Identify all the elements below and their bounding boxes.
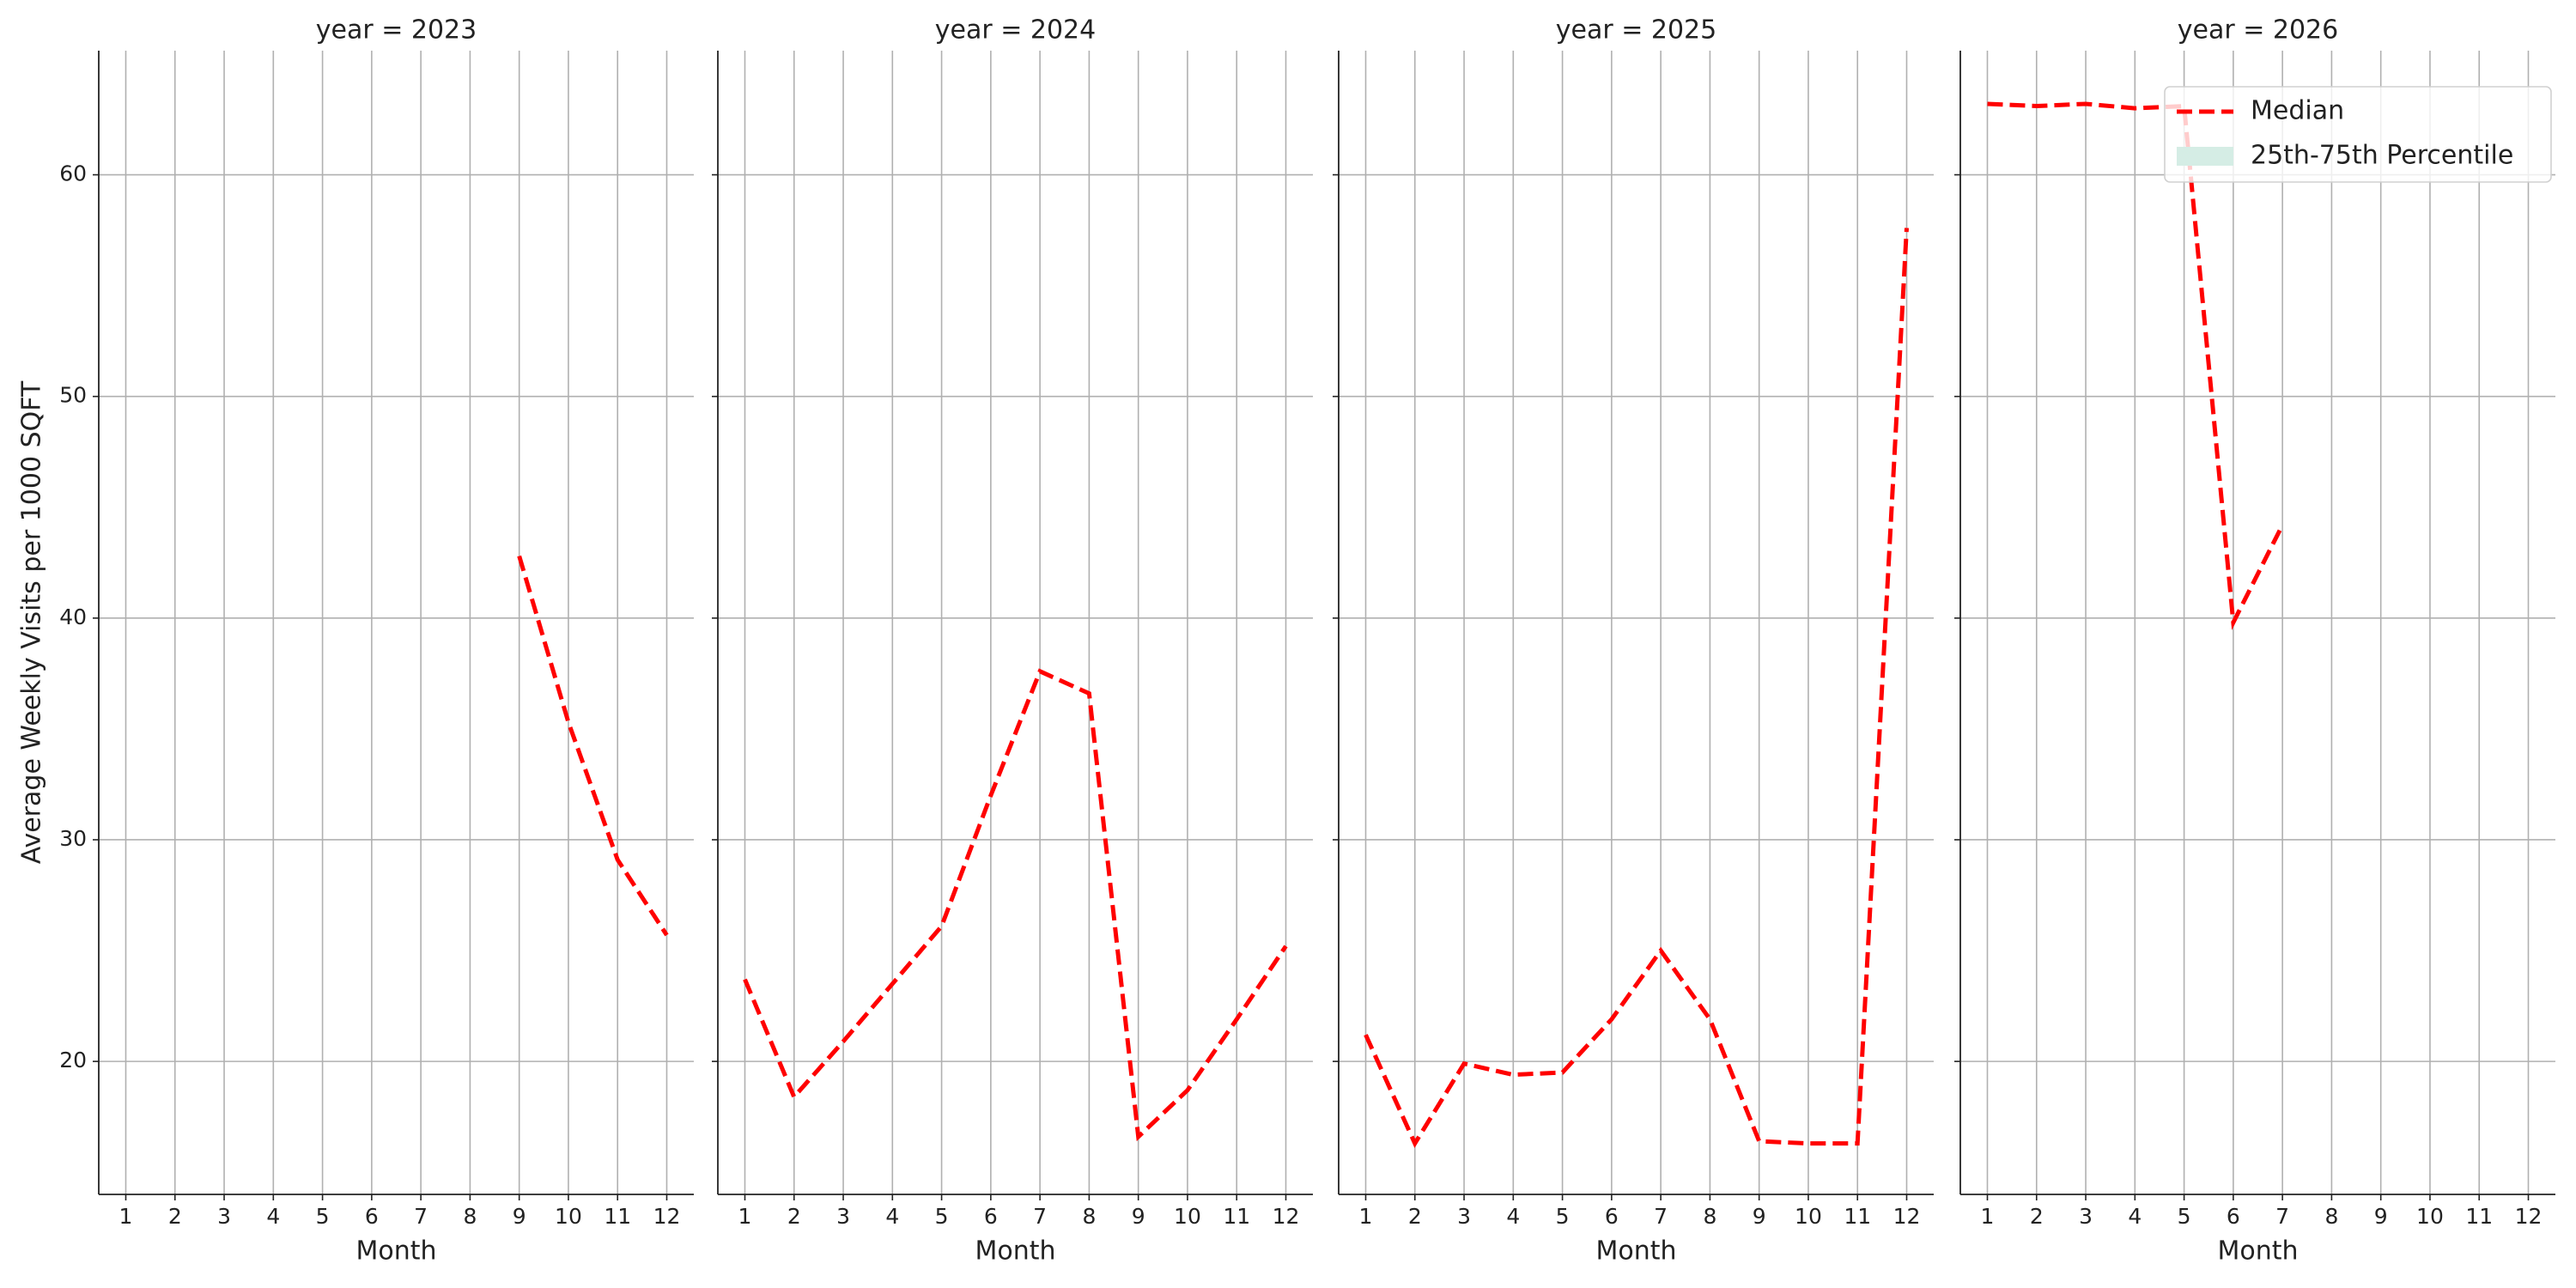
x-tick-label: 2 (168, 1204, 182, 1229)
y-tick-label: 60 (59, 161, 87, 186)
x-tick-label: 8 (1082, 1204, 1096, 1229)
panel-title: year = 2023 (316, 15, 477, 46)
x-tick-label: 6 (1605, 1204, 1619, 1229)
y-axis-label: Average Weekly Visits per 1000 SQFT (17, 380, 47, 864)
x-tick-label: 5 (316, 1204, 330, 1229)
x-tick-label: 9 (1753, 1204, 1766, 1229)
x-axis-label: Month (1595, 1236, 1676, 1267)
x-tick-label: 11 (604, 1204, 631, 1229)
panel-title: year = 2024 (935, 15, 1097, 46)
legend-label: Median (2251, 96, 2344, 126)
x-tick-label: 5 (1556, 1204, 1570, 1229)
x-tick-label: 7 (2275, 1204, 2289, 1229)
panel-title: year = 2026 (2178, 15, 2339, 46)
x-axis-label: Month (355, 1236, 436, 1267)
x-tick-label: 10 (1795, 1204, 1822, 1229)
x-tick-label: 2 (2030, 1204, 2044, 1229)
y-tick-label: 30 (59, 826, 87, 851)
x-tick-label: 9 (1132, 1204, 1145, 1229)
y-tick-label: 40 (59, 605, 87, 629)
x-tick-label: 6 (365, 1204, 379, 1229)
x-tick-label: 7 (1654, 1204, 1668, 1229)
x-tick-label: 1 (1359, 1204, 1373, 1229)
x-tick-label: 5 (935, 1204, 949, 1229)
legend-patch (2177, 147, 2233, 166)
panel-title: year = 2025 (1556, 15, 1717, 46)
x-tick-label: 7 (1033, 1204, 1047, 1229)
x-tick-label: 12 (1273, 1204, 1300, 1229)
x-tick-label: 10 (555, 1204, 582, 1229)
x-axis-label: Month (975, 1236, 1055, 1267)
x-tick-label: 8 (463, 1204, 477, 1229)
x-tick-label: 6 (984, 1204, 998, 1229)
legend-label: 25th-75th Percentile (2251, 141, 2513, 171)
x-axis-label: Month (2217, 1236, 2298, 1267)
x-tick-label: 1 (1981, 1204, 1995, 1229)
x-tick-label: 11 (1223, 1204, 1250, 1229)
x-tick-label: 2 (787, 1204, 801, 1229)
x-tick-label: 9 (513, 1204, 526, 1229)
x-tick-label: 3 (217, 1204, 231, 1229)
x-tick-label: 5 (2178, 1204, 2191, 1229)
x-tick-label: 3 (1457, 1204, 1471, 1229)
x-tick-label: 10 (2416, 1204, 2444, 1229)
x-tick-label: 4 (2128, 1204, 2142, 1229)
x-tick-label: 7 (414, 1204, 428, 1229)
x-tick-label: 3 (2079, 1204, 2093, 1229)
y-tick-label: 20 (59, 1048, 87, 1072)
x-tick-label: 4 (266, 1204, 280, 1229)
x-tick-label: 9 (2374, 1204, 2388, 1229)
x-tick-label: 8 (2324, 1204, 2338, 1229)
legend-box (2164, 86, 2552, 183)
median-line (743, 668, 1288, 1142)
median-line (1987, 101, 2285, 630)
x-tick-label: 8 (1703, 1204, 1716, 1229)
x-tick-label: 6 (2227, 1204, 2240, 1229)
x-tick-label: 2 (1408, 1204, 1422, 1229)
x-tick-label: 4 (1506, 1204, 1520, 1229)
x-tick-label: 12 (653, 1204, 681, 1229)
y-tick-label: 50 (59, 383, 87, 408)
x-tick-label: 12 (2515, 1204, 2543, 1229)
x-tick-label: 11 (1844, 1204, 1871, 1229)
median-line (1364, 228, 1909, 1148)
x-tick-label: 10 (1174, 1204, 1201, 1229)
median-line (517, 555, 669, 937)
x-tick-label: 12 (1893, 1204, 1921, 1229)
x-tick-label: 4 (885, 1204, 899, 1229)
x-tick-label: 1 (119, 1204, 133, 1229)
x-tick-label: 1 (738, 1204, 752, 1229)
x-tick-label: 3 (836, 1204, 850, 1229)
x-tick-label: 11 (2465, 1204, 2493, 1229)
